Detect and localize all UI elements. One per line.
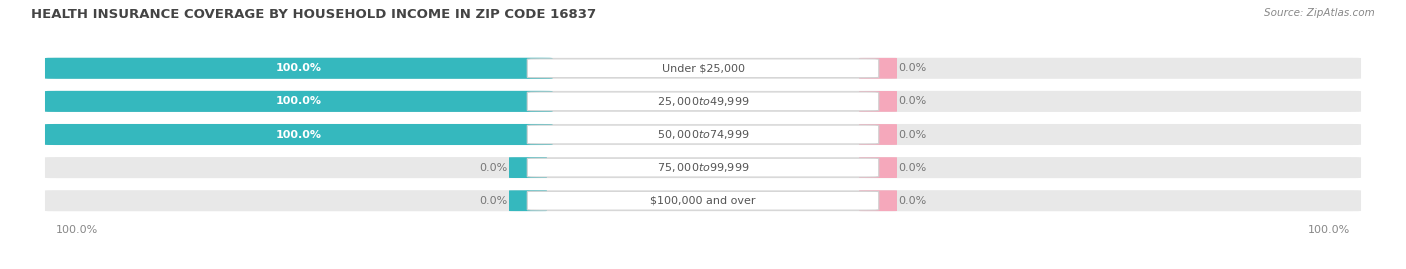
FancyBboxPatch shape (527, 125, 879, 144)
Text: Under $25,000: Under $25,000 (661, 63, 745, 73)
FancyBboxPatch shape (527, 191, 879, 210)
Text: 100.0%: 100.0% (1308, 225, 1350, 235)
Text: HEALTH INSURANCE COVERAGE BY HOUSEHOLD INCOME IN ZIP CODE 16837: HEALTH INSURANCE COVERAGE BY HOUSEHOLD I… (31, 8, 596, 21)
Text: 0.0%: 0.0% (898, 162, 927, 173)
Text: 100.0%: 100.0% (56, 225, 98, 235)
Text: 100.0%: 100.0% (276, 63, 322, 73)
FancyBboxPatch shape (509, 190, 547, 211)
FancyBboxPatch shape (859, 157, 897, 178)
Text: 100.0%: 100.0% (276, 129, 322, 140)
Text: $75,000 to $99,999: $75,000 to $99,999 (657, 161, 749, 174)
Text: 0.0%: 0.0% (479, 196, 508, 206)
Text: 0.0%: 0.0% (898, 129, 927, 140)
FancyBboxPatch shape (45, 190, 1361, 211)
Text: $100,000 and over: $100,000 and over (650, 196, 756, 206)
FancyBboxPatch shape (509, 157, 547, 178)
FancyBboxPatch shape (859, 124, 897, 145)
Text: $50,000 to $74,999: $50,000 to $74,999 (657, 128, 749, 141)
FancyBboxPatch shape (45, 91, 1361, 112)
FancyBboxPatch shape (45, 58, 1361, 79)
FancyBboxPatch shape (45, 58, 553, 79)
FancyBboxPatch shape (527, 158, 879, 177)
FancyBboxPatch shape (45, 124, 553, 145)
Text: 0.0%: 0.0% (898, 196, 927, 206)
Text: 0.0%: 0.0% (898, 63, 927, 73)
Text: Source: ZipAtlas.com: Source: ZipAtlas.com (1264, 8, 1375, 18)
Text: 100.0%: 100.0% (276, 96, 322, 107)
Text: $25,000 to $49,999: $25,000 to $49,999 (657, 95, 749, 108)
FancyBboxPatch shape (45, 157, 1361, 178)
FancyBboxPatch shape (527, 92, 879, 111)
FancyBboxPatch shape (45, 91, 553, 112)
FancyBboxPatch shape (859, 91, 897, 112)
Text: 0.0%: 0.0% (479, 162, 508, 173)
FancyBboxPatch shape (859, 58, 897, 79)
FancyBboxPatch shape (45, 124, 1361, 145)
FancyBboxPatch shape (527, 59, 879, 78)
FancyBboxPatch shape (859, 190, 897, 211)
Text: 0.0%: 0.0% (898, 96, 927, 107)
